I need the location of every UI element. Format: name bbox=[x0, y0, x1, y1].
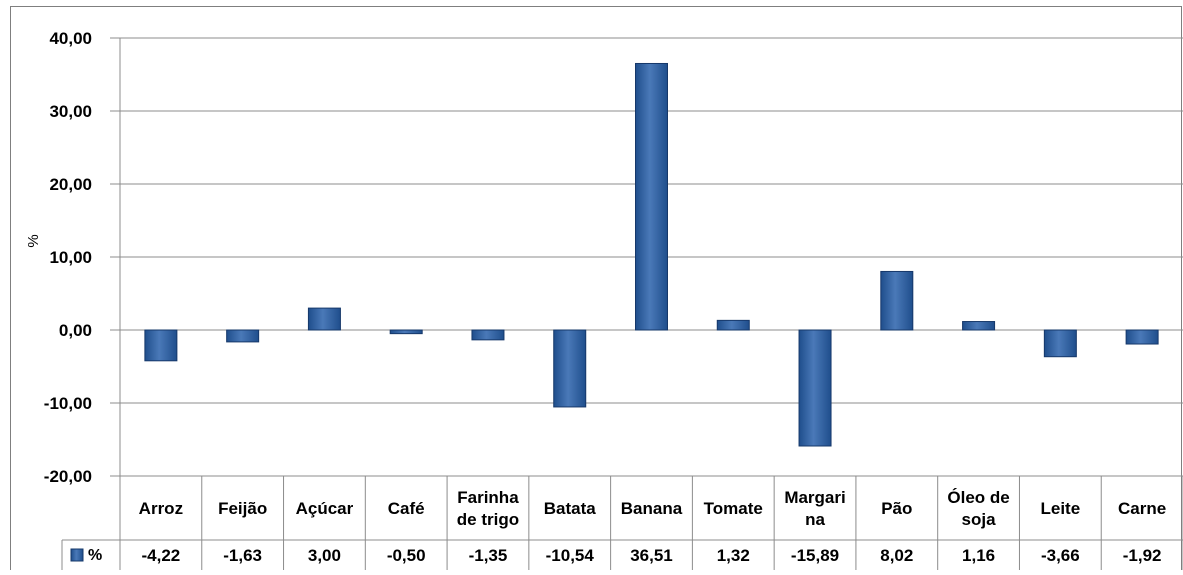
y-tick-label: 0,00 bbox=[59, 321, 92, 340]
data-value-label: -0,50 bbox=[387, 546, 426, 565]
category-label: Leite bbox=[1041, 499, 1081, 518]
data-value-label: 8,02 bbox=[880, 546, 913, 565]
category-label: Óleo de bbox=[947, 488, 1009, 507]
category-label: Banana bbox=[621, 499, 683, 518]
bar bbox=[880, 270, 914, 331]
bar bbox=[226, 329, 260, 343]
category-label: soja bbox=[962, 510, 997, 529]
y-tick-label: -10,00 bbox=[44, 394, 92, 413]
category-label: Feijão bbox=[218, 499, 267, 518]
category-label: Batata bbox=[544, 499, 597, 518]
y-tick-label: 40,00 bbox=[49, 29, 92, 48]
data-value-label: -4,22 bbox=[142, 546, 181, 565]
category-label: de trigo bbox=[457, 510, 519, 529]
category-label: Tomate bbox=[704, 499, 763, 518]
bar bbox=[635, 62, 668, 331]
bar bbox=[307, 307, 341, 331]
category-label: na bbox=[805, 510, 825, 529]
category-label: Farinha bbox=[457, 488, 519, 507]
data-value-label: -10,54 bbox=[546, 546, 595, 565]
data-value-label: 36,51 bbox=[630, 546, 673, 565]
category-label: Carne bbox=[1118, 499, 1166, 518]
data-value-label: 3,00 bbox=[308, 546, 341, 565]
data-value-label: -1,63 bbox=[223, 546, 262, 565]
y-tick-label: -20,00 bbox=[44, 467, 92, 486]
legend-key bbox=[70, 548, 84, 562]
legend-label: % bbox=[88, 547, 102, 564]
category-label: Margari bbox=[784, 488, 845, 507]
y-tick-label: 10,00 bbox=[49, 248, 92, 267]
category-label: Açúcar bbox=[296, 499, 354, 518]
category-label: Café bbox=[388, 499, 425, 518]
data-value-label: -15,89 bbox=[791, 546, 839, 565]
category-label: Pão bbox=[881, 499, 912, 518]
bar bbox=[1043, 329, 1077, 358]
bar bbox=[1125, 329, 1159, 345]
data-value-label: -1,92 bbox=[1123, 546, 1162, 565]
data-value-label: -1,35 bbox=[469, 546, 508, 565]
bar bbox=[962, 321, 996, 331]
bar bbox=[471, 329, 505, 341]
y-tick-label: 30,00 bbox=[49, 102, 92, 121]
data-value-label: 1,32 bbox=[717, 546, 750, 565]
bar bbox=[716, 319, 750, 331]
bar bbox=[798, 329, 832, 447]
y-axis-title: % bbox=[25, 234, 42, 247]
y-tick-label: 20,00 bbox=[49, 175, 92, 194]
data-value-label: -3,66 bbox=[1041, 546, 1080, 565]
category-label: Arroz bbox=[139, 499, 183, 518]
chart-frame bbox=[10, 6, 1182, 575]
bar bbox=[389, 329, 423, 335]
data-value-label: 1,16 bbox=[962, 546, 995, 565]
bar bbox=[144, 329, 178, 362]
bar bbox=[553, 329, 587, 408]
